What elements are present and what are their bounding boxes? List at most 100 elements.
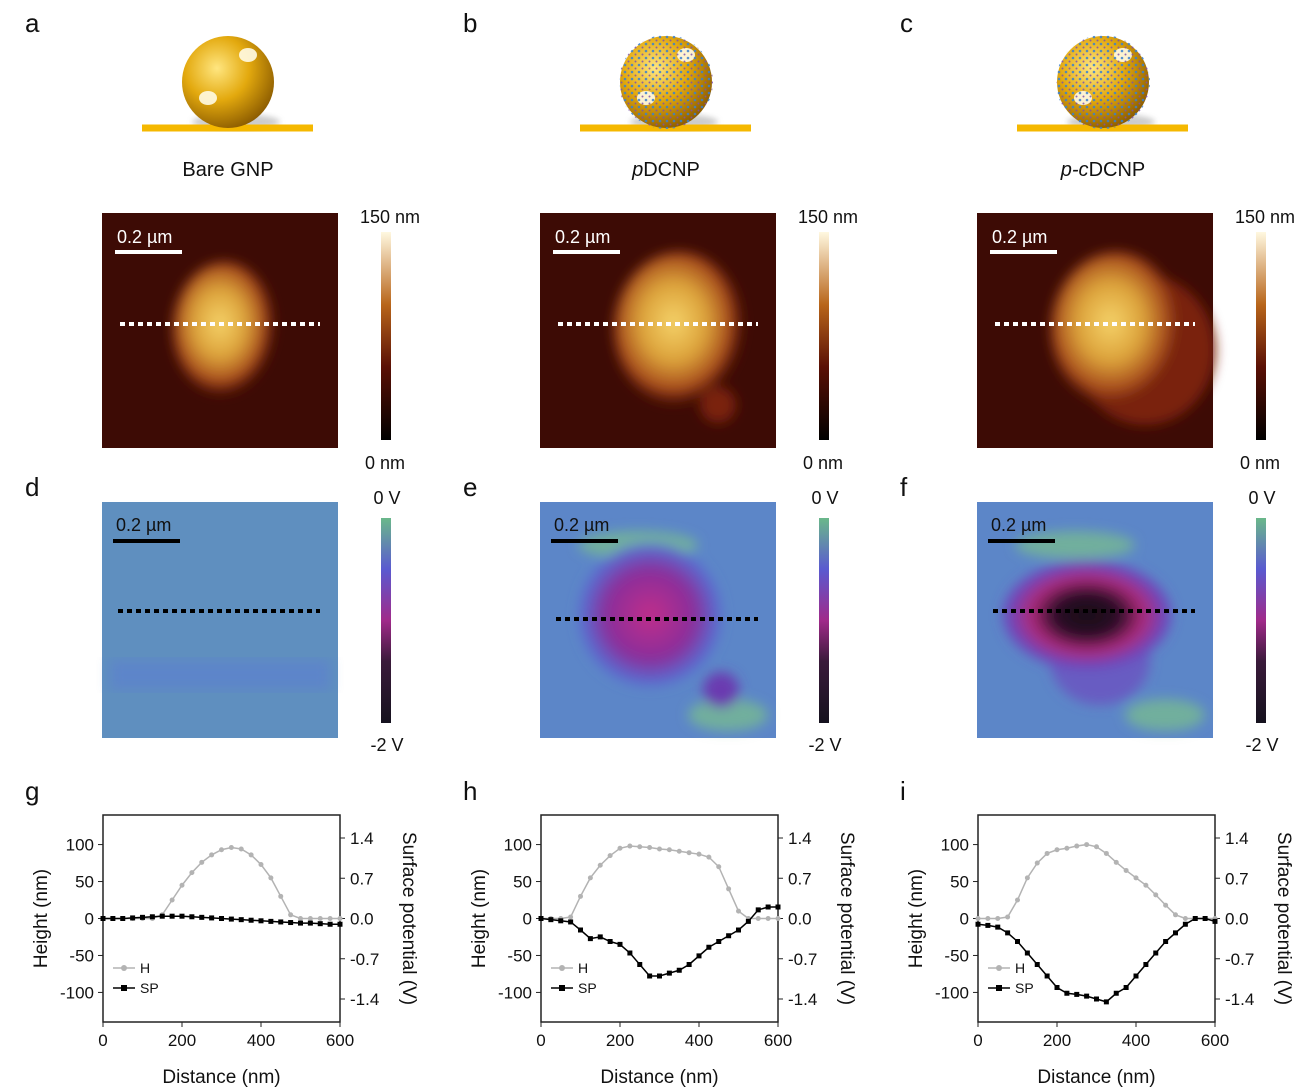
point — [209, 915, 214, 920]
point — [1213, 919, 1218, 924]
x-tick-label: 600 — [764, 1031, 792, 1050]
y2-tick-label: 0.7 — [788, 869, 812, 888]
y-tick-label: -100 — [60, 983, 94, 1002]
point — [298, 916, 303, 921]
colorbar-min: -2 V — [1245, 735, 1278, 755]
scale-bar-label: 0.2 µm — [554, 515, 609, 535]
panel-letter: d — [25, 472, 39, 502]
point — [249, 852, 254, 857]
point — [239, 847, 244, 852]
caption: Bare GNP — [182, 159, 273, 181]
point — [1134, 875, 1139, 880]
y2-tick-label: 0.7 — [350, 869, 374, 888]
point — [1153, 892, 1158, 897]
plot-frame — [541, 815, 778, 1022]
colorbar — [381, 232, 391, 440]
scale-bar-label: 0.2 µm — [991, 515, 1046, 535]
feature — [173, 262, 277, 398]
point — [1055, 847, 1060, 852]
point — [706, 945, 711, 950]
point — [588, 875, 593, 880]
colorbar-max: 150 nm — [798, 207, 858, 227]
legend-label: SP — [578, 980, 597, 996]
point — [308, 921, 313, 926]
point — [268, 919, 273, 924]
point — [189, 870, 194, 875]
point — [1203, 916, 1208, 921]
point — [1163, 903, 1168, 908]
colorbar — [819, 232, 829, 440]
caption-part: Bare GNP — [182, 159, 273, 181]
x-tick-label: 400 — [247, 1031, 275, 1050]
point — [1045, 851, 1050, 856]
colorbar — [819, 518, 829, 723]
x-tick-label: 200 — [1043, 1031, 1071, 1050]
panel-letter: a — [25, 8, 40, 38]
point — [608, 853, 613, 858]
point — [328, 922, 333, 927]
feature — [578, 543, 722, 687]
y-tick-label: 0 — [960, 910, 969, 929]
caption-part: p — [631, 159, 643, 181]
point — [1015, 939, 1020, 944]
point — [209, 852, 214, 857]
point — [667, 847, 672, 852]
y2-tick-label: -0.7 — [1225, 950, 1254, 969]
panel-letter: h — [463, 776, 477, 806]
feature — [703, 672, 739, 708]
y2-tick-label: 1.4 — [350, 829, 374, 848]
coating — [619, 35, 713, 129]
point — [140, 915, 145, 920]
point — [1045, 974, 1050, 979]
x-tick-label: 200 — [606, 1031, 634, 1050]
point — [1114, 991, 1119, 996]
point — [1143, 962, 1148, 967]
colorbar — [1256, 232, 1266, 440]
point — [637, 962, 642, 967]
point — [180, 914, 185, 919]
y-axis-label: Height (nm) — [31, 869, 52, 968]
x-tick-label: 400 — [1122, 1031, 1150, 1050]
point — [170, 914, 175, 919]
potential-feature — [110, 660, 330, 690]
caption-part: DCNP — [643, 159, 700, 181]
page: {"illustrations": [ {"letter": "a", "cap… — [0, 0, 1299, 1089]
point — [1025, 875, 1030, 880]
point — [598, 863, 603, 868]
y2-tick-label: 1.4 — [788, 829, 812, 848]
y2-axis-label: Surface potential (V) — [836, 832, 857, 1005]
y2-tick-label: 0.0 — [1225, 910, 1249, 929]
point — [288, 920, 293, 925]
point — [1163, 939, 1168, 944]
legend-marker — [559, 965, 565, 971]
point — [1104, 851, 1109, 856]
point — [229, 917, 234, 922]
point — [180, 883, 185, 888]
point — [558, 918, 563, 923]
y-tick-label: 0 — [523, 910, 532, 929]
point — [1005, 930, 1010, 935]
point — [318, 916, 323, 921]
point — [726, 933, 731, 938]
point — [726, 886, 731, 891]
colorbar-max: 0 V — [811, 488, 838, 508]
point — [1064, 991, 1069, 996]
legend-marker — [996, 985, 1002, 991]
point — [746, 919, 751, 924]
panel-letter: e — [463, 472, 477, 502]
legend-marker — [559, 985, 565, 991]
caption-part: DCNP — [1089, 159, 1146, 181]
point — [1173, 912, 1178, 917]
scale-bar-label: 0.2 µm — [117, 227, 172, 247]
legend-label: H — [1015, 960, 1025, 976]
point — [1025, 951, 1030, 956]
point — [756, 916, 761, 921]
y-tick-label: -100 — [498, 983, 532, 1002]
feature — [614, 252, 746, 408]
point — [578, 928, 583, 933]
point — [1084, 994, 1089, 999]
point — [229, 845, 234, 850]
point — [278, 894, 283, 899]
point — [568, 915, 573, 920]
point — [1035, 962, 1040, 967]
